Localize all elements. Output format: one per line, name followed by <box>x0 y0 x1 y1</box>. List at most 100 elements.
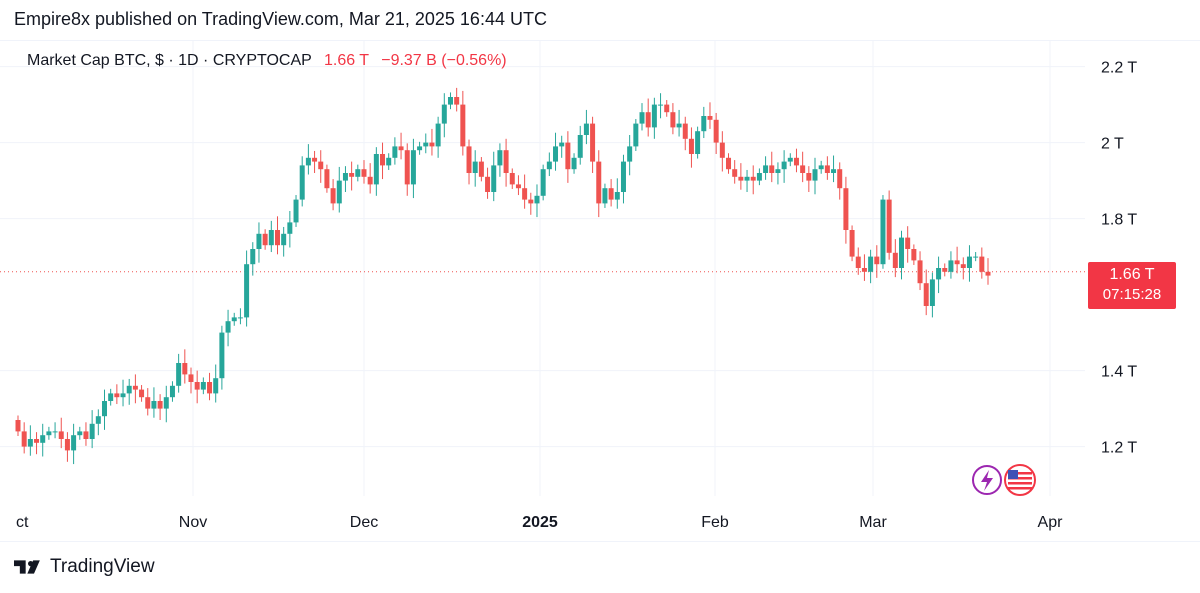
candle-body <box>905 237 911 249</box>
candle-body <box>58 431 64 439</box>
candle-body <box>899 237 905 268</box>
candle-body <box>614 192 620 200</box>
candle-body <box>960 264 966 268</box>
candle-body <box>627 146 633 162</box>
candle-body <box>472 161 478 173</box>
y-tick-label: 2 T <box>1101 136 1124 153</box>
x-tick-label: Apr <box>1038 514 1064 531</box>
candle-body <box>361 169 367 177</box>
publisher-line: Empire8x published on TradingView.com, M… <box>14 9 547 29</box>
candle-body <box>207 382 213 394</box>
candle-body <box>843 188 849 230</box>
candle-body <box>213 378 219 394</box>
candle-body <box>942 268 948 272</box>
candle-body <box>330 188 336 204</box>
candle-body <box>274 230 280 246</box>
flag-stripe <box>1008 477 1032 480</box>
candle-body <box>769 165 775 173</box>
candle-body <box>781 161 787 170</box>
candle-body <box>565 142 571 170</box>
price-tag-value: 1.66 T <box>1109 266 1155 283</box>
candle-body <box>608 188 614 200</box>
candle-body <box>250 249 256 265</box>
candle-body <box>886 199 892 253</box>
candle-body <box>336 180 342 204</box>
candle-body <box>812 169 818 181</box>
candle-body <box>188 374 194 382</box>
candle-body <box>620 161 626 192</box>
candle-body <box>676 123 682 128</box>
candle-body <box>528 199 534 204</box>
candle-body <box>404 150 410 185</box>
candle-body <box>380 154 386 166</box>
legend-symbol: Market Cap BTC, $ · 1D · CRYPTOCAP <box>27 52 312 69</box>
y-tick-label: 1.4 T <box>1101 364 1137 381</box>
candle-body <box>398 146 404 151</box>
candle-body <box>540 169 546 196</box>
candle-body <box>855 256 861 268</box>
candle-body <box>342 173 348 181</box>
candle-body <box>793 157 799 166</box>
candle-body <box>373 154 379 185</box>
candle-body <box>701 116 707 132</box>
candle-body <box>602 188 608 204</box>
footer-brand[interactable]: TradingView <box>14 556 155 578</box>
candle-body <box>355 169 361 177</box>
x-tick-label: Mar <box>859 514 887 531</box>
candle-body <box>293 199 299 223</box>
candle-body <box>194 382 200 390</box>
x-tick-label: ct <box>16 514 29 531</box>
candle-body <box>664 104 670 113</box>
candle-body <box>583 123 589 135</box>
candle-body <box>324 169 330 189</box>
candle-body <box>818 165 824 170</box>
us-flag-icon <box>1004 464 1036 496</box>
candle-body <box>929 279 935 306</box>
candle-body <box>546 161 552 170</box>
candle-body <box>695 131 701 154</box>
candle-body <box>509 173 515 185</box>
candle-body <box>515 184 521 189</box>
candle-body <box>874 256 880 265</box>
candle-body <box>423 142 429 147</box>
candle-body <box>435 123 441 147</box>
x-tick-label: 2025 <box>522 514 558 531</box>
candle-body <box>800 165 806 173</box>
candle-body <box>77 431 83 436</box>
y-tick-label: 1.2 T <box>1101 440 1137 457</box>
candle-body <box>46 431 52 436</box>
candle-body <box>478 161 484 177</box>
candle-body <box>40 435 46 443</box>
candle-body <box>34 439 40 443</box>
candle-body <box>831 169 837 173</box>
candle-body <box>911 249 917 261</box>
candle-body <box>145 397 151 409</box>
candle-body <box>126 385 132 394</box>
candle-body <box>466 146 472 173</box>
price-tag-countdown: 07:15:28 <box>1102 286 1162 303</box>
candle-body <box>522 188 528 200</box>
candle-body <box>64 439 70 451</box>
candle-body <box>824 165 830 173</box>
candle-body <box>262 233 268 246</box>
candle-body <box>151 401 157 409</box>
x-tick-label: Feb <box>701 514 729 531</box>
candle-body <box>318 161 324 170</box>
candle-body <box>312 157 318 162</box>
candle-body <box>429 142 435 147</box>
candle-body <box>219 332 225 379</box>
candle-body <box>726 157 732 170</box>
candle-body <box>299 165 305 200</box>
candle-body <box>577 135 583 158</box>
candle-body <box>157 401 163 409</box>
candle-body <box>917 260 923 284</box>
candle-body <box>763 165 769 173</box>
chart-area[interactable] <box>0 40 1200 542</box>
candle-body <box>682 123 688 139</box>
candle-body <box>732 169 738 177</box>
candle-body <box>410 150 416 185</box>
footer-brand-label: TradingView <box>50 556 155 577</box>
candle-body <box>89 423 95 439</box>
candle-body <box>244 264 250 318</box>
